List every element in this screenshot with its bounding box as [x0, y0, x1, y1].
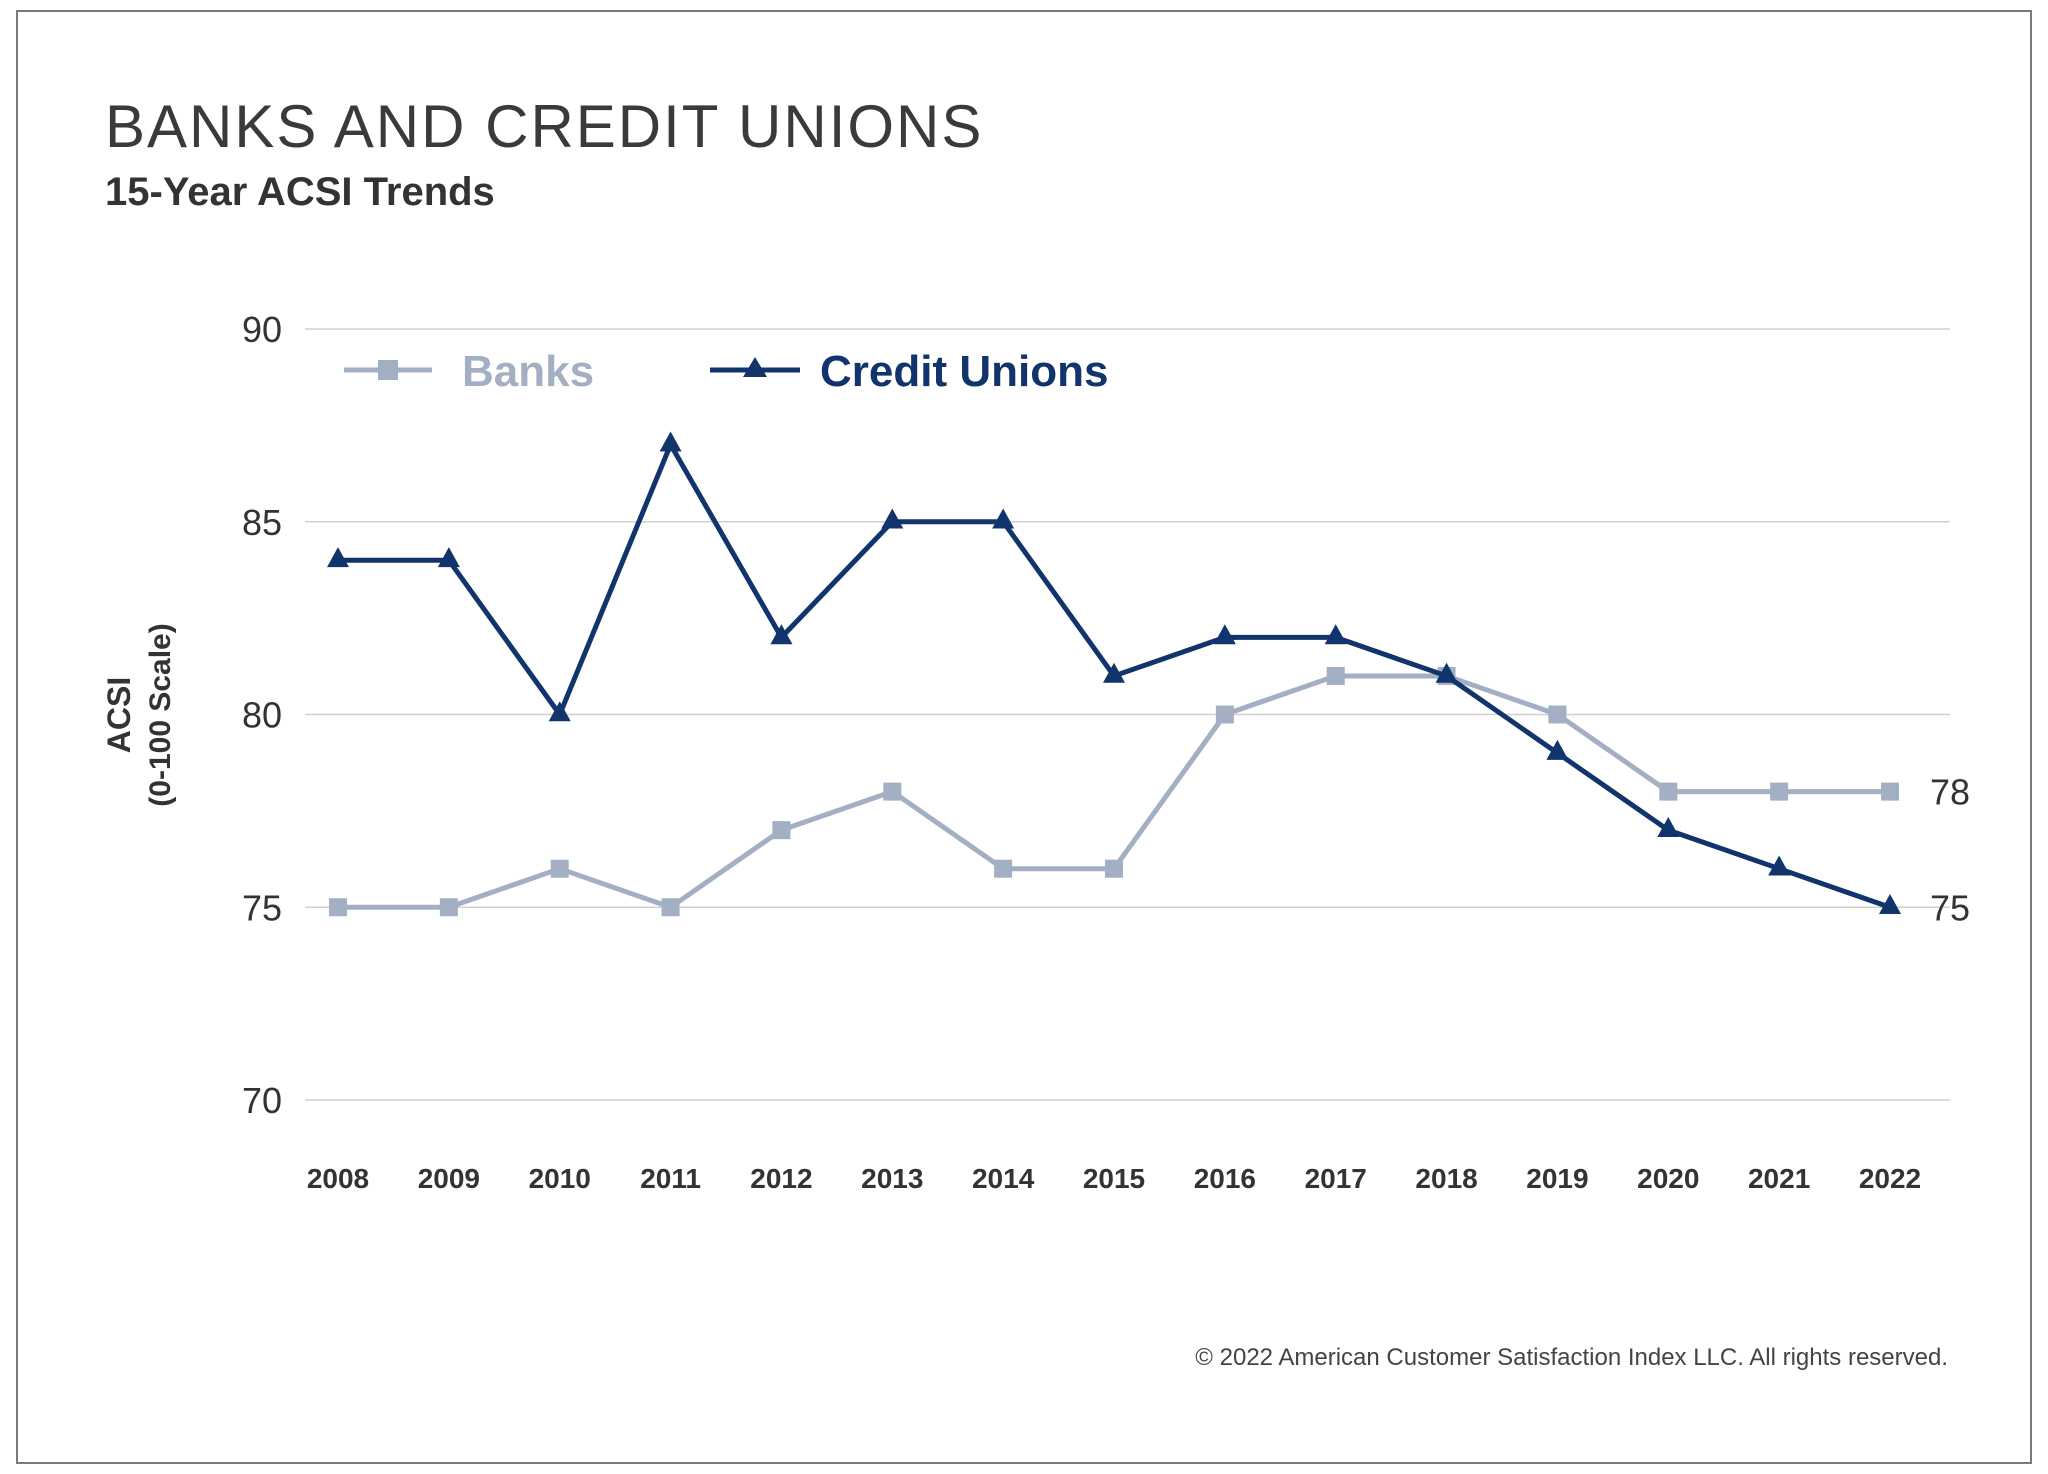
data-point	[1435, 662, 1458, 683]
series	[327, 431, 1901, 917]
y-tick-label: 80	[242, 695, 282, 736]
x-tick-label: 2019	[1526, 1163, 1588, 1194]
legend-label: Credit Unions	[820, 347, 1108, 396]
data-point	[1213, 624, 1236, 645]
data-point	[1546, 739, 1569, 760]
end-labels: 78 75	[1930, 772, 1970, 929]
x-tick-label: 2021	[1748, 1163, 1810, 1194]
x-tick-label: 2016	[1194, 1163, 1256, 1194]
series-credit-unions	[327, 431, 1901, 915]
legend-label: Banks	[462, 347, 594, 396]
data-point	[1215, 705, 1234, 724]
x-tick-label: 2018	[1415, 1163, 1477, 1194]
data-point	[659, 431, 682, 452]
x-tick-label: 2014	[972, 1163, 1035, 1194]
data-point	[1770, 782, 1789, 801]
x-tick-label: 2009	[418, 1163, 480, 1194]
data-point	[992, 508, 1015, 529]
end-value-label: 78	[1930, 772, 1970, 813]
y-axis-subtitle: (0-100 Scale)	[144, 623, 177, 806]
x-tick-label: 2015	[1083, 1163, 1145, 1194]
data-point	[770, 624, 793, 645]
series-banks	[329, 666, 1899, 917]
data-point	[772, 821, 791, 840]
x-tick-label: 2012	[750, 1163, 812, 1194]
y-tick-label: 75	[242, 887, 282, 928]
gridlines	[305, 328, 1950, 1101]
data-point	[1105, 859, 1123, 878]
end-value-label: 75	[1930, 887, 1970, 928]
x-tick-label: 2011	[640, 1163, 701, 1194]
data-point	[1103, 662, 1125, 683]
copyright-notice: © 2022 American Customer Satisfaction In…	[1195, 1344, 1948, 1371]
legend-item-credit-unions: Credit Unions	[710, 347, 1108, 396]
y-axis-ticks: 70 75 80 85 90	[242, 309, 282, 1121]
data-point	[661, 898, 680, 917]
x-tick-label: 2010	[529, 1163, 591, 1194]
data-point	[1548, 705, 1567, 724]
data-point	[1324, 624, 1347, 645]
data-point	[550, 859, 569, 878]
legend: Banks Credit Unions	[344, 347, 1108, 396]
data-point	[881, 508, 904, 529]
x-tick-label: 2017	[1305, 1163, 1367, 1194]
x-tick-label: 2020	[1637, 1163, 1699, 1194]
legend-item-banks: Banks	[344, 347, 594, 396]
data-point	[1657, 816, 1680, 837]
x-tick-label: 2013	[861, 1163, 923, 1194]
chart-title: BANKS AND CREDIT UNIONS	[105, 93, 984, 160]
x-tick-label: 2022	[1859, 1163, 1921, 1194]
data-point	[439, 898, 458, 917]
data-point	[437, 547, 460, 568]
data-point	[1879, 894, 1901, 915]
data-point	[994, 859, 1013, 878]
data-point	[1326, 666, 1345, 685]
data-point	[1881, 782, 1899, 801]
data-point	[1768, 855, 1791, 876]
x-axis-ticks: 2008 2009 2010 2011 2012 2013 2014 2015 2016 2017…	[307, 1163, 1921, 1194]
x-tick-label: 2008	[307, 1163, 369, 1194]
y-tick-label: 70	[242, 1080, 282, 1121]
y-axis-title: ACSI	[101, 677, 137, 753]
chart-frame	[16, 10, 2032, 1464]
y-tick-label: 85	[242, 502, 282, 543]
legend-marker	[378, 360, 398, 380]
y-axis-label: ACSI (0-100 Scale)	[101, 623, 177, 806]
data-point	[548, 701, 571, 722]
data-point	[883, 782, 902, 801]
data-point	[329, 898, 347, 917]
legend-marker	[743, 357, 767, 377]
chart-subtitle: 15-Year ACSI Trends	[105, 170, 495, 214]
y-tick-label: 90	[242, 309, 282, 350]
data-point	[327, 547, 349, 568]
data-point	[1659, 782, 1678, 801]
